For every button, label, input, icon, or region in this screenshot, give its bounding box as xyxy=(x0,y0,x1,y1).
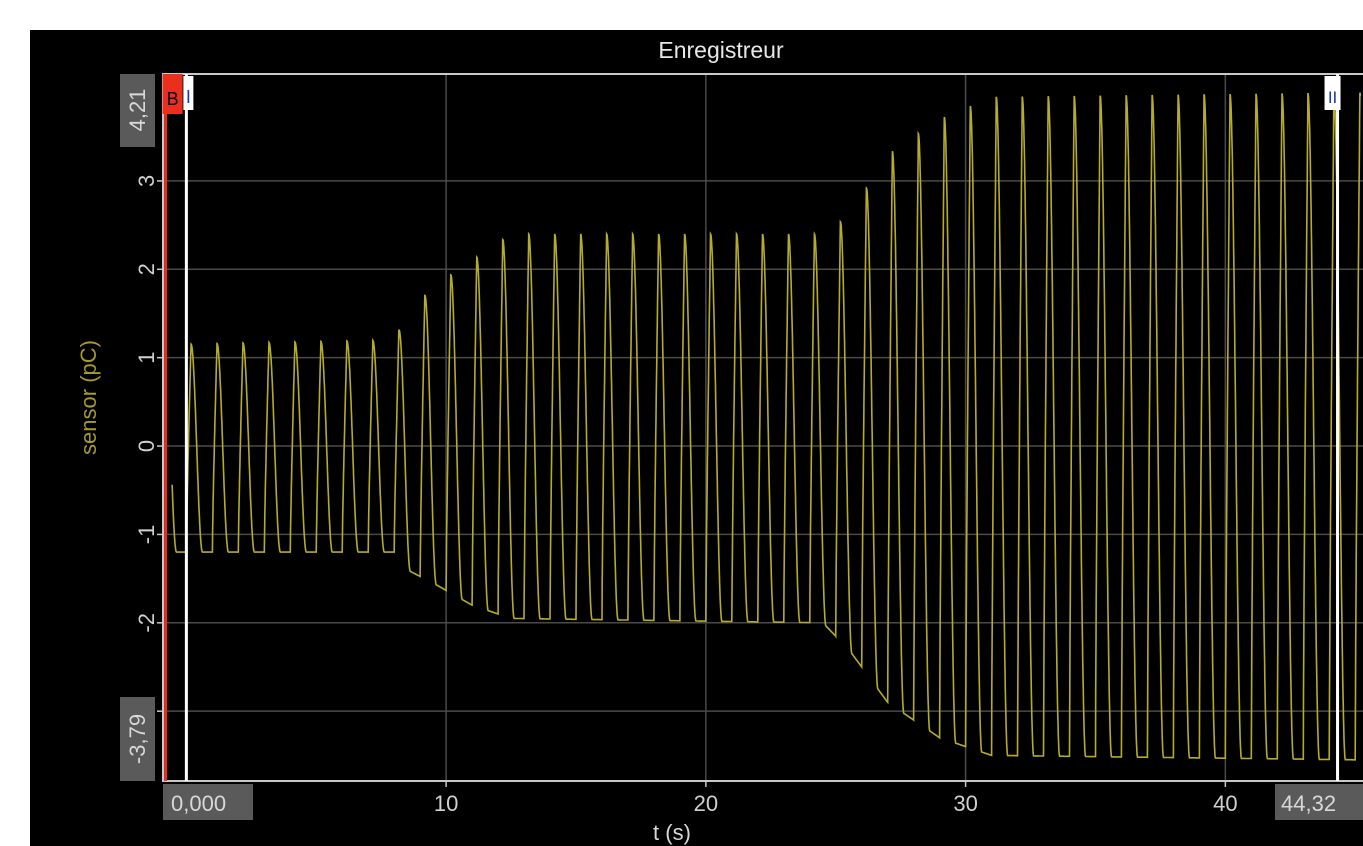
recorder-panel: Enregistreur B I II -2 -1 0 1 2 3 10 20 30 40 4,21… xyxy=(30,30,1363,846)
y-max-readout: 4,21 xyxy=(125,89,150,132)
x-tick-label: 10 xyxy=(434,791,458,816)
x-start-readout: 0,000 xyxy=(171,791,226,816)
x-tick-label: 20 xyxy=(694,791,718,816)
x-axis-label: t (s) xyxy=(653,820,691,845)
x-tick-label: 40 xyxy=(1213,791,1237,816)
y-tick-labels: -2 -1 0 1 2 3 xyxy=(134,175,163,712)
y-tick-label: 3 xyxy=(134,175,159,187)
y-tick-label: 2 xyxy=(134,263,159,275)
cursor-c-handle[interactable] xyxy=(1324,76,1341,110)
y-tick-label: 1 xyxy=(134,352,159,364)
x-end-readout-badge[interactable] xyxy=(1275,784,1363,820)
plot-frame xyxy=(162,73,1363,782)
cursor-a-marker: B xyxy=(167,89,179,109)
x-start-readout-badge[interactable] xyxy=(163,784,253,820)
x-tick-labels: 10 20 30 40 xyxy=(434,781,1238,816)
x-tick-label: 30 xyxy=(953,791,977,816)
y-axis-label: sensor (pC) xyxy=(76,340,101,455)
cursor-a-handle[interactable] xyxy=(162,74,183,114)
cursor-b-handle[interactable] xyxy=(183,76,194,110)
y-min-readout-badge[interactable] xyxy=(120,697,155,781)
grid-lines xyxy=(163,74,1363,781)
x-end-readout: 44,32 xyxy=(1281,791,1336,816)
y-tick-label: -1 xyxy=(134,525,159,545)
cursor-c-marker: II xyxy=(1328,88,1337,107)
y-min-readout: -3,79 xyxy=(125,714,150,764)
cursor-b-marker: I xyxy=(186,87,191,107)
y-max-readout-badge[interactable] xyxy=(120,74,155,147)
series-layer xyxy=(171,92,1362,761)
y-tick-label: -2 xyxy=(134,613,159,633)
cursor-layer: B I II xyxy=(162,74,1341,781)
y-tick-label: 0 xyxy=(134,440,159,452)
chart-title: Enregistreur xyxy=(658,37,784,63)
series-line xyxy=(171,92,1362,761)
